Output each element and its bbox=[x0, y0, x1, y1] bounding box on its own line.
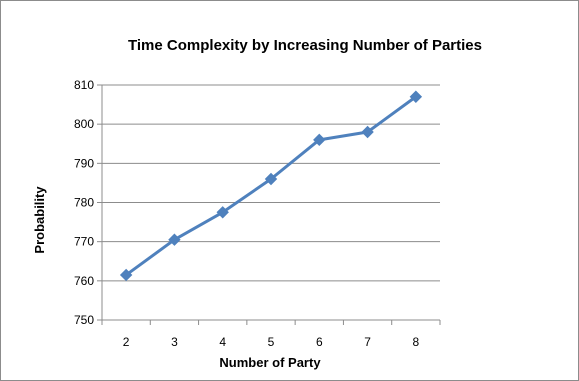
data-point-5 bbox=[264, 172, 278, 186]
chart-title: Time Complexity by Increasing Number of … bbox=[128, 37, 482, 54]
x-tick-label-7: 7 bbox=[364, 335, 371, 349]
axes bbox=[97, 84, 441, 325]
data-point-7 bbox=[361, 125, 374, 139]
x-tick-label-4: 4 bbox=[219, 335, 226, 349]
x-tick-labels: 2 3 4 5 6 7 8 bbox=[123, 335, 420, 349]
x-tick-label-8: 8 bbox=[413, 335, 420, 349]
x-axis-title: Number of Party bbox=[219, 355, 321, 370]
data-point-8 bbox=[409, 90, 423, 103]
series-line-0 bbox=[125, 95, 417, 277]
y-tick-label-750: 750 bbox=[74, 313, 94, 327]
x-tick-label-2: 2 bbox=[123, 335, 130, 349]
data-point-4 bbox=[216, 206, 229, 219]
y-tick-label-760: 760 bbox=[74, 274, 94, 288]
data-point-2 bbox=[119, 268, 133, 282]
y-tick-label-780: 780 bbox=[74, 196, 94, 210]
y-tick-labels: 750 760 770 780 790 800 810 bbox=[74, 78, 94, 327]
data-point-6 bbox=[313, 133, 326, 147]
series bbox=[119, 90, 423, 282]
y-tick-label-770: 770 bbox=[74, 235, 94, 249]
y-tick-label-800: 800 bbox=[74, 117, 94, 131]
x-tick-label-3: 3 bbox=[171, 335, 178, 349]
y-tick-label-810: 810 bbox=[74, 78, 94, 92]
gridlines bbox=[102, 84, 440, 282]
x-tick-label-6: 6 bbox=[316, 335, 323, 349]
y-tick-label-790: 790 bbox=[74, 156, 94, 170]
x-tick-label-5: 5 bbox=[268, 335, 275, 349]
y-axis-title: Probability bbox=[32, 186, 47, 254]
data-point-3 bbox=[168, 233, 181, 246]
